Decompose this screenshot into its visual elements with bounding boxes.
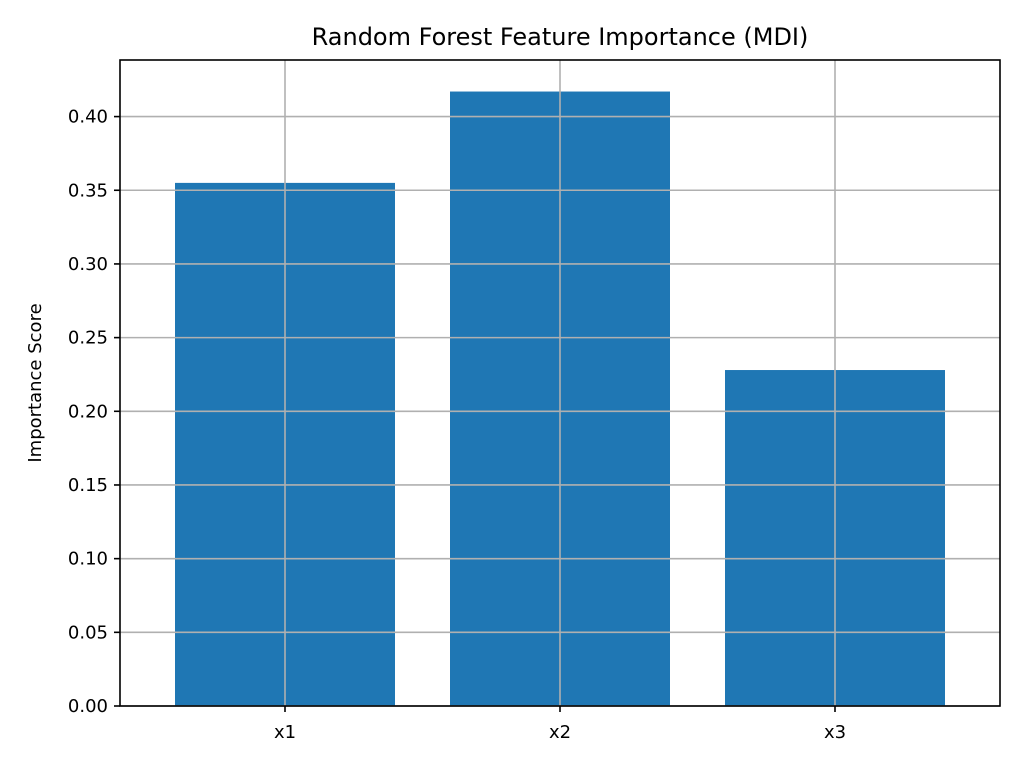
y-axis-label: Importance Score [25, 303, 46, 462]
x-tick-label-x3: x3 [824, 722, 846, 743]
x-tick-label-x2: x2 [549, 722, 571, 743]
y-tick-label: 0.10 [68, 549, 108, 570]
x-tick-label-x1: x1 [274, 722, 296, 743]
y-tick-label: 0.25 [68, 328, 108, 349]
axes-frame [119, 59, 1001, 707]
y-tick-label: 0.15 [68, 475, 108, 496]
y-tick-label: 0.20 [68, 401, 108, 422]
chart-title: Random Forest Feature Importance (MDI) [312, 23, 809, 51]
plot-area: 0.00 0.05 0.10 0.15 0.20 0.25 0.30 0.35 0.40 x1 x2… [68, 59, 1001, 743]
y-tick-label: 0.05 [68, 622, 108, 643]
y-tick-label: 0.30 [68, 254, 108, 275]
y-tick-label: 0.40 [68, 107, 108, 128]
y-tick-label: 0.00 [68, 696, 108, 717]
y-tick-label: 0.35 [68, 180, 108, 201]
